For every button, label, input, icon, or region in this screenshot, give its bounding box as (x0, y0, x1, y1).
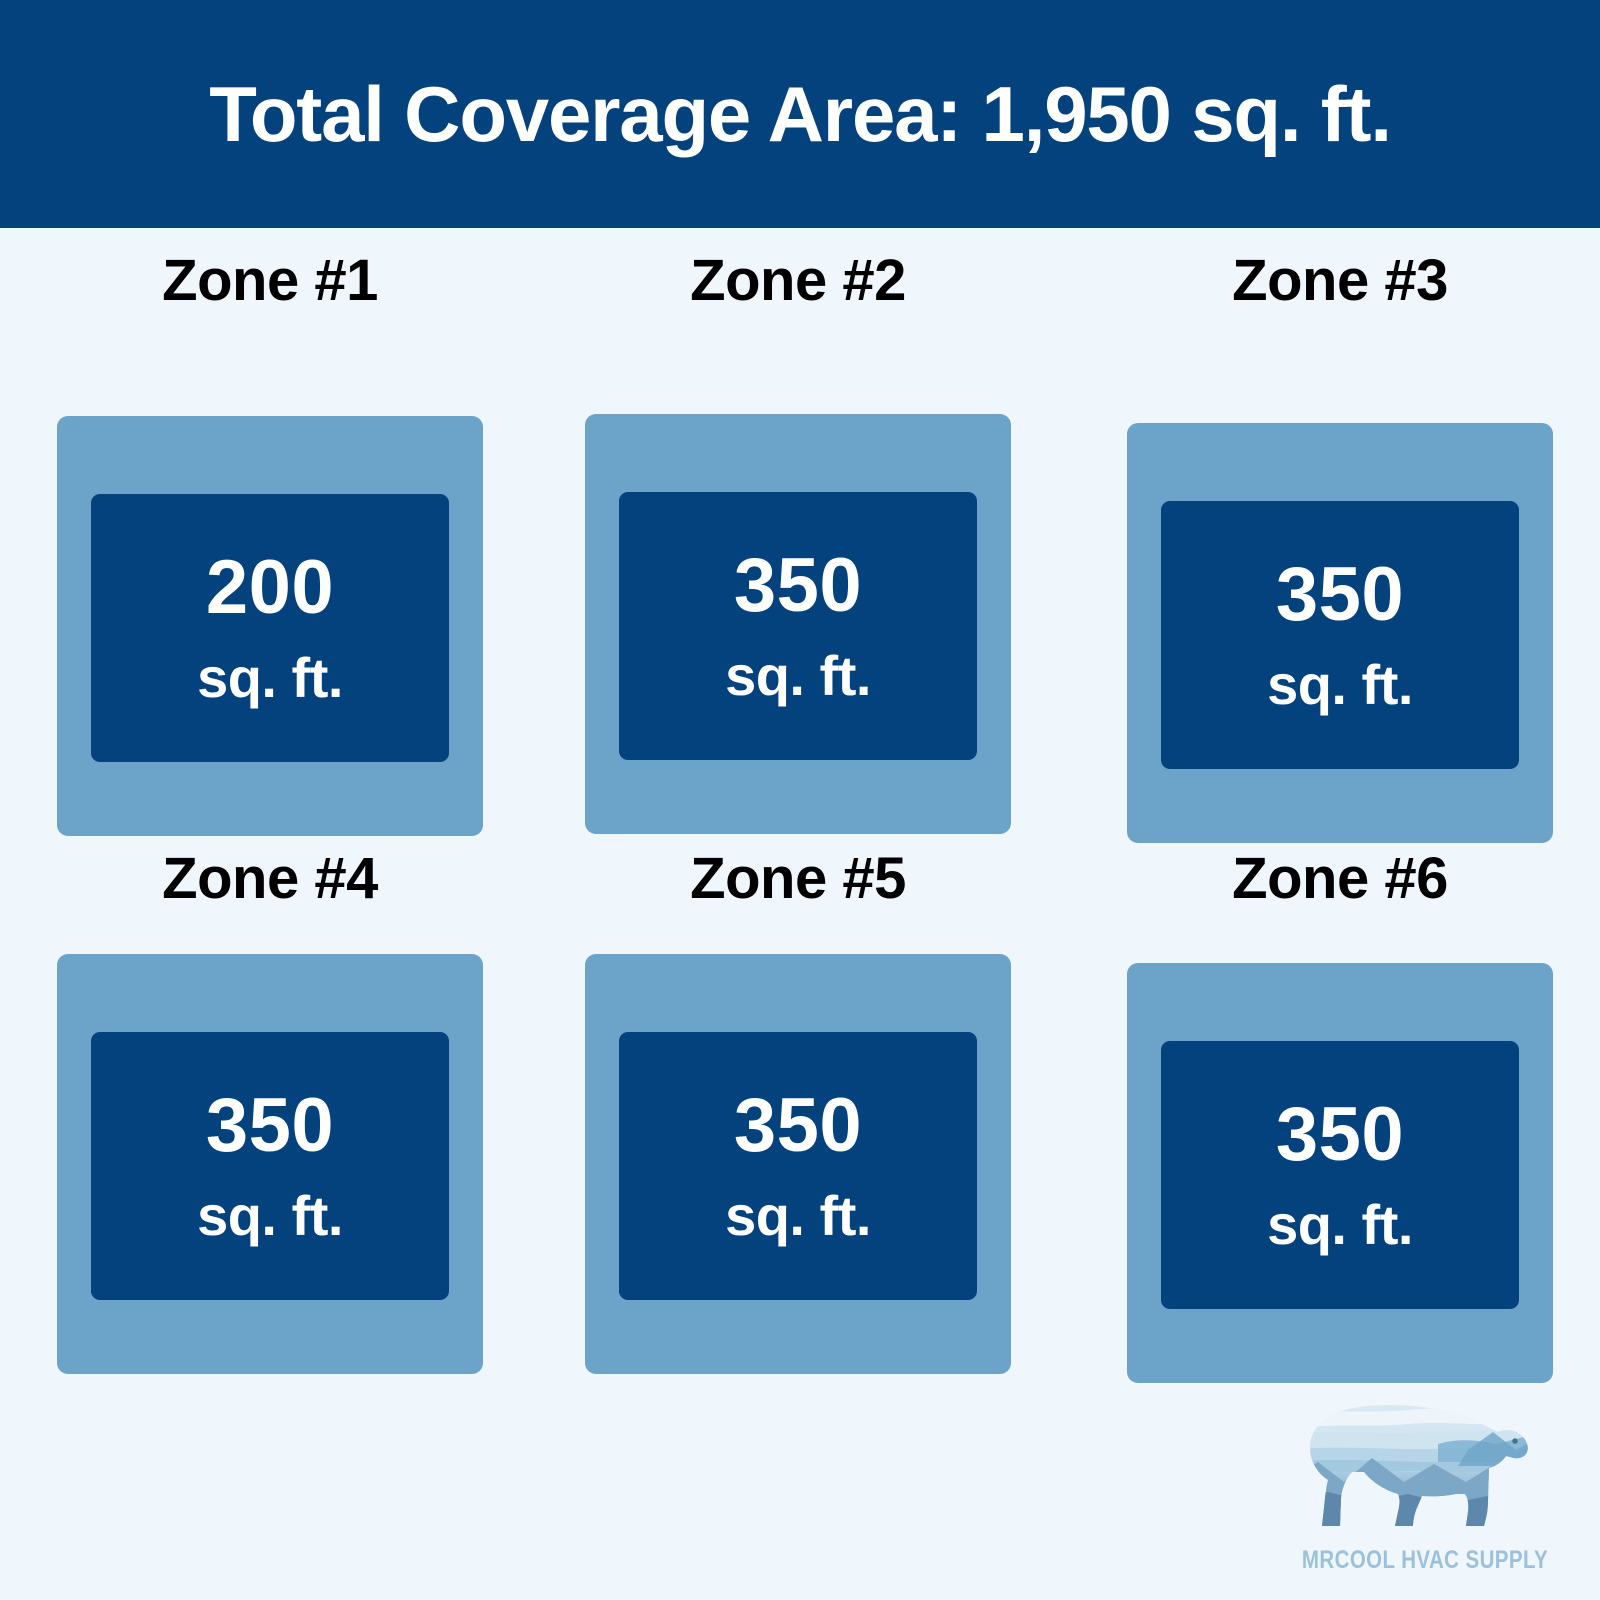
zone-value-4: 350 (205, 1083, 335, 1168)
zone-label-1: Zone #1 (162, 248, 378, 313)
zone-unit-5: sq. ft. (725, 1184, 871, 1247)
zone-value-2: 350 (733, 543, 863, 628)
zone-box-inner-3: 350 sq. ft. (1161, 501, 1519, 769)
zone-unit-6: sq. ft. (1267, 1193, 1413, 1256)
zone-box-outer-2: 350 sq. ft. (585, 414, 1011, 834)
polar-bear-icon (1310, 1405, 1528, 1526)
zone-unit-3: sq. ft. (1267, 653, 1413, 716)
brand-logo: MRCOOL HVAC SUPPLY (1270, 1400, 1580, 1590)
zone-value-6: 350 (1275, 1092, 1405, 1177)
logo-wordmark: MRCOOL HVAC SUPPLY (1301, 1546, 1549, 1574)
zone-grid: Zone #1 200 sq. ft. Zone #2 350 sq. ft. … (0, 228, 1600, 1408)
zone-box-inner-5: 350 sq. ft. (619, 1032, 977, 1300)
zone-unit-1: sq. ft. (197, 646, 343, 709)
zone-value-3: 350 (1275, 552, 1405, 637)
zone-label-4: Zone #4 (162, 846, 378, 911)
zone-value-1: 200 (205, 545, 335, 630)
zone-box-inner-1: 200 sq. ft. (91, 494, 449, 762)
zone-box-outer-6: 350 sq. ft. (1127, 963, 1553, 1383)
zone-box-outer-5: 350 sq. ft. (585, 954, 1011, 1374)
page-title: Total Coverage Area: 1,950 sq. ft. (209, 69, 1392, 158)
zone-label-2: Zone #2 (690, 248, 906, 313)
zone-value-5: 350 (733, 1083, 863, 1168)
zone-box-inner-2: 350 sq. ft. (619, 492, 977, 760)
zone-label-6: Zone #6 (1232, 846, 1448, 911)
zone-box-outer-4: 350 sq. ft. (57, 954, 483, 1374)
zone-label-3: Zone #3 (1232, 248, 1448, 313)
zone-unit-2: sq. ft. (725, 644, 871, 707)
zone-box-outer-3: 350 sq. ft. (1127, 423, 1553, 843)
zone-unit-4: sq. ft. (197, 1184, 343, 1247)
zone-label-5: Zone #5 (690, 846, 906, 911)
zone-box-inner-6: 350 sq. ft. (1161, 1041, 1519, 1309)
header-band: Total Coverage Area: 1,950 sq. ft. (0, 0, 1600, 228)
zone-box-inner-4: 350 sq. ft. (91, 1032, 449, 1300)
zone-box-outer-1: 200 sq. ft. (57, 416, 483, 836)
